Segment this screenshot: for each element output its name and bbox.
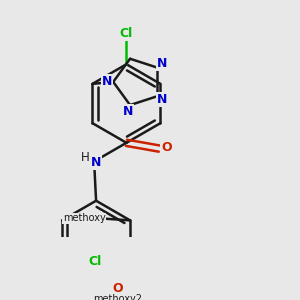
Text: O: O xyxy=(161,141,172,154)
Text: O: O xyxy=(91,212,101,225)
Text: N: N xyxy=(157,93,168,106)
Text: H: H xyxy=(81,151,90,164)
Text: N: N xyxy=(123,104,133,118)
Text: Cl: Cl xyxy=(120,27,133,40)
Text: O: O xyxy=(112,282,123,295)
Text: N: N xyxy=(91,156,101,169)
Text: methoxy: methoxy xyxy=(63,213,106,224)
Text: N: N xyxy=(157,57,168,70)
Text: N: N xyxy=(102,75,112,88)
Text: Cl: Cl xyxy=(89,255,102,268)
Text: methoxy2: methoxy2 xyxy=(93,294,142,300)
